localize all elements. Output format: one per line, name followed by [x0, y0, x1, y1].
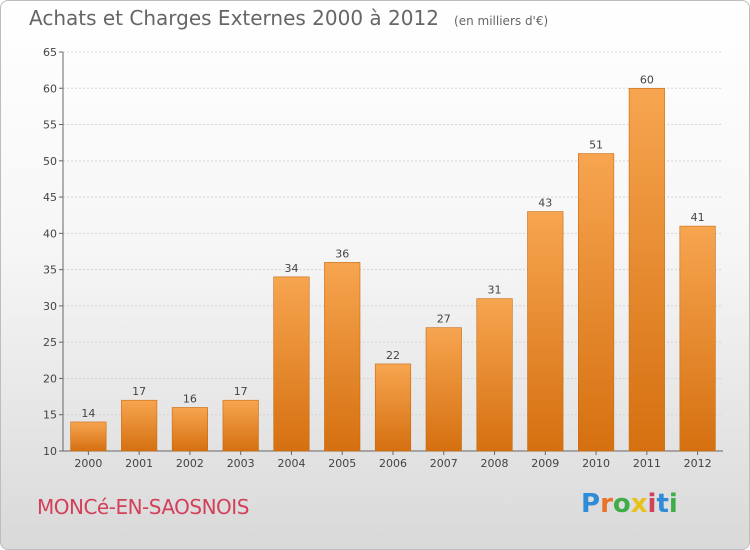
bar-2003 — [222, 399, 259, 452]
x-tick-label: 2003 — [227, 457, 255, 470]
x-tick-label: 2012 — [684, 457, 712, 470]
x-tick-label: 2009 — [531, 457, 559, 470]
bar-value-label: 14 — [81, 407, 95, 420]
x-tick-label: 2007 — [430, 457, 458, 470]
y-tick-label: 15 — [43, 409, 57, 422]
y-tick-label: 45 — [43, 191, 57, 204]
bar-value-label: 41 — [691, 211, 705, 224]
title-text: Achats et Charges Externes 2000 à 2012 — [29, 6, 439, 30]
y-tick-label: 65 — [43, 46, 57, 59]
logo-letter: x — [630, 489, 648, 519]
bar-value-label: 31 — [488, 284, 502, 297]
bar-value-label: 17 — [132, 385, 146, 398]
y-tick-label: 25 — [43, 336, 57, 349]
y-tick-label: 30 — [43, 300, 57, 313]
bars — [70, 87, 716, 452]
labels: 14 17 16 17 34 36 22 27 31 43 51 60 41 — [81, 73, 704, 420]
bar-value-label: 16 — [183, 392, 197, 405]
x-tick-label: 2008 — [481, 457, 509, 470]
bar-value-label: 27 — [437, 313, 451, 326]
axes: 10 15 20 25 30 35 40 45 50 55 60 65 2000 2001 2002 2003… — [43, 46, 723, 470]
y-tick-label: 50 — [43, 155, 57, 168]
commune-name: MONCé-EN-SAOSNOIS — [37, 495, 249, 519]
bar-2001 — [121, 399, 158, 452]
bar-value-label: 22 — [386, 349, 400, 362]
title-unit: (en milliers d'€) — [454, 14, 549, 28]
x-tick-label: 2000 — [74, 457, 102, 470]
logo-letter: t — [656, 489, 669, 519]
y-tick-label: 60 — [43, 82, 57, 95]
y-tick-label: 40 — [43, 227, 57, 240]
bar-value-label: 17 — [234, 385, 248, 398]
bar-2005 — [324, 262, 361, 452]
y-tick-label: 55 — [43, 119, 57, 132]
bar-value-label: 34 — [284, 262, 298, 275]
x-tick-label: 2005 — [328, 457, 356, 470]
bar-value-label: 43 — [538, 197, 552, 210]
y-tick-label: 20 — [43, 372, 57, 385]
bar-2009 — [527, 211, 564, 452]
y-tick-label: 10 — [43, 445, 57, 458]
x-tick-label: 2006 — [379, 457, 407, 470]
x-tick-label: 2004 — [277, 457, 305, 470]
bar-value-label: 60 — [640, 73, 654, 86]
logo-letter: i — [668, 489, 678, 519]
bar-2006 — [374, 363, 412, 452]
logo-letter: o — [612, 489, 631, 519]
logo-letter: P — [581, 489, 601, 519]
bar-2011 — [628, 87, 665, 452]
chart-title: Achats et Charges Externes 2000 à 2012 (… — [29, 6, 548, 30]
x-tick-label: 2010 — [582, 457, 610, 470]
logo-letter: r — [600, 489, 613, 519]
bar-2008 — [476, 298, 513, 452]
proxiti-logo[interactable]: Proxiti — [581, 489, 678, 519]
bar-2012 — [679, 225, 716, 452]
bar-2000 — [70, 421, 107, 452]
x-tick-label: 2002 — [176, 457, 204, 470]
y-tick-label: 35 — [43, 264, 57, 277]
bar-value-label: 51 — [589, 139, 603, 152]
bar-2010 — [578, 153, 615, 452]
bar-2007 — [425, 327, 462, 452]
logo-letter: i — [647, 489, 657, 519]
x-tick-label: 2011 — [633, 457, 661, 470]
bar-2004 — [273, 276, 310, 452]
bar-2002 — [171, 407, 208, 452]
x-tick-label: 2001 — [125, 457, 153, 470]
bar-value-label: 36 — [335, 247, 349, 260]
